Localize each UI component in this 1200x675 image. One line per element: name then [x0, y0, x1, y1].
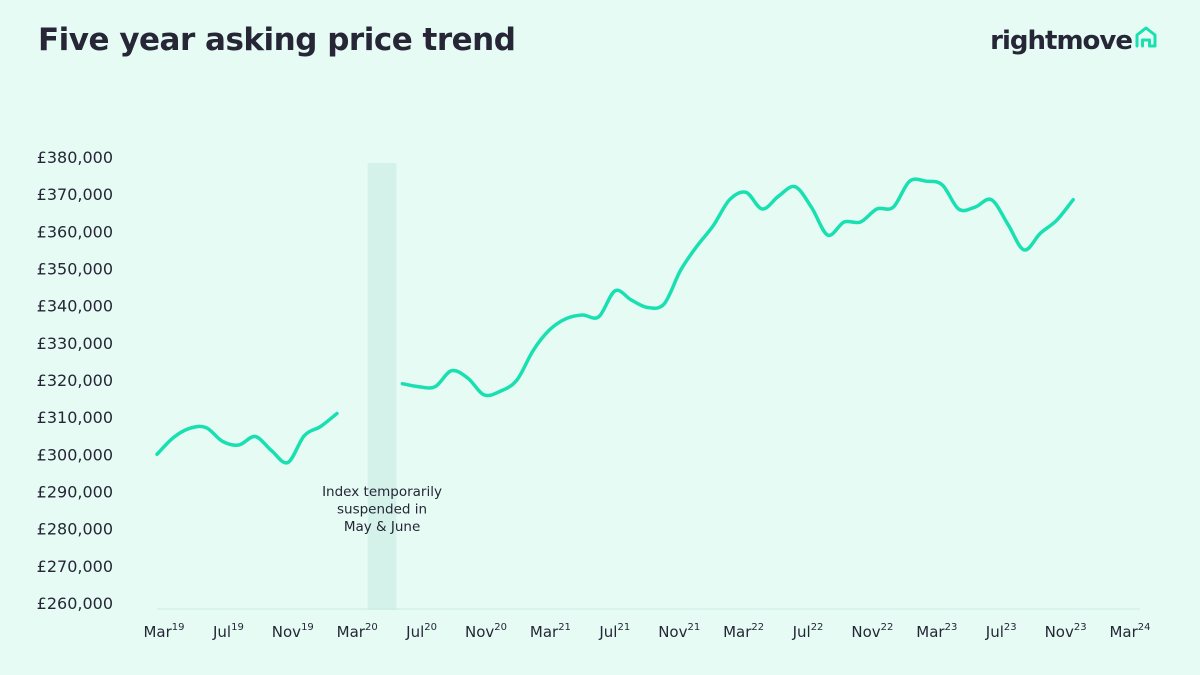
x-tick-month: Nov: [658, 623, 687, 641]
x-tick-month: Mar: [530, 623, 559, 641]
suspension-band: [367, 163, 397, 610]
x-tick-month: Nov: [465, 623, 494, 641]
x-tick-year: 22: [751, 622, 764, 633]
x-tick-label: Jul23: [985, 622, 1017, 641]
x-tick-label: Mar19: [143, 622, 184, 641]
x-tick-month: Nov: [851, 623, 880, 641]
rightmove-logo[interactable]: rightmove: [990, 26, 1158, 56]
y-tick-label: £360,000: [37, 222, 113, 241]
x-tick-label: Mar23: [916, 622, 957, 641]
annotation-line: Index temporarily: [322, 484, 442, 500]
x-tick-label: Jul19: [212, 622, 244, 641]
y-axis: £380,000 £370,000 £360,000 £350,000 £340,000…: [37, 148, 113, 613]
x-tick-month: Nov: [1045, 623, 1074, 641]
y-tick-label: £310,000: [37, 408, 113, 427]
x-tick-month: Mar: [1109, 623, 1138, 641]
x-tick-month: Nov: [272, 623, 301, 641]
x-tick-label: Mar22: [723, 622, 764, 641]
y-tick-label: £330,000: [37, 334, 113, 353]
x-axis: Mar19 Jul19 Nov19 Mar20 Jul20 Nov20 Mar21 Jul21…: [143, 622, 1150, 641]
annotation-line: suspended in: [337, 502, 427, 518]
x-tick-month: Mar: [916, 623, 945, 641]
x-tick-label: Nov23: [1045, 622, 1087, 641]
y-tick-label: £300,000: [37, 445, 113, 464]
y-tick-label: £290,000: [37, 483, 113, 502]
x-tick-label: Jul22: [792, 622, 824, 641]
y-tick-label: £370,000: [37, 185, 113, 204]
price-series: [155, 177, 1075, 465]
x-tick-year: 19: [172, 622, 185, 633]
x-tick-month: Mar: [143, 623, 172, 641]
x-tick-label: Jul21: [598, 622, 630, 641]
x-tick-year: 22: [811, 622, 824, 633]
x-tick-year: 23: [1004, 622, 1017, 633]
x-tick-year: 21: [558, 622, 571, 633]
x-tick-month: Jul: [598, 623, 617, 641]
logo-text: rightmove: [990, 26, 1133, 56]
y-tick-label: £260,000: [37, 594, 113, 613]
y-tick-label: £350,000: [37, 260, 113, 279]
x-tick-year: 23: [1074, 622, 1087, 633]
x-tick-month: Mar: [723, 623, 752, 641]
x-tick-year: 23: [945, 622, 958, 633]
y-tick-label: £270,000: [37, 557, 113, 576]
x-tick-label: Nov22: [851, 622, 893, 641]
x-tick-month: Jul: [212, 623, 231, 641]
x-tick-label: Nov21: [658, 622, 700, 641]
x-tick-year: 20: [424, 622, 437, 633]
x-tick-label: Mar21: [530, 622, 571, 641]
x-tick-month: Jul: [985, 623, 1004, 641]
house-icon: [1135, 26, 1157, 48]
y-tick-label: £340,000: [37, 297, 113, 316]
x-tick-year: 21: [687, 622, 700, 633]
x-tick-month: Jul: [792, 623, 811, 641]
series-line-segment-2: [400, 177, 1075, 398]
x-tick-year: 19: [231, 622, 244, 633]
x-tick-year: 21: [617, 622, 630, 633]
x-tick-year: 20: [365, 622, 378, 633]
annotation-line: May & June: [344, 519, 420, 535]
y-tick-label: £380,000: [37, 148, 113, 167]
series-line-segment-1: [155, 411, 339, 465]
x-tick-label: Mar24: [1109, 622, 1150, 641]
x-tick-label: Mar20: [337, 622, 378, 641]
x-tick-year: 24: [1138, 622, 1151, 633]
x-tick-year: 20: [494, 622, 507, 633]
x-tick-month: Mar: [337, 623, 366, 641]
x-tick-label: Nov20: [465, 622, 507, 641]
y-tick-label: £320,000: [37, 371, 113, 390]
x-tick-month: Jul: [405, 623, 424, 641]
x-tick-year: 22: [881, 622, 894, 633]
chart-title: Five year asking price trend: [38, 22, 516, 58]
x-tick-label: Nov19: [272, 622, 314, 641]
y-tick-label: £280,000: [37, 520, 113, 539]
x-tick-year: 19: [301, 622, 314, 633]
x-tick-label: Jul20: [405, 622, 437, 641]
